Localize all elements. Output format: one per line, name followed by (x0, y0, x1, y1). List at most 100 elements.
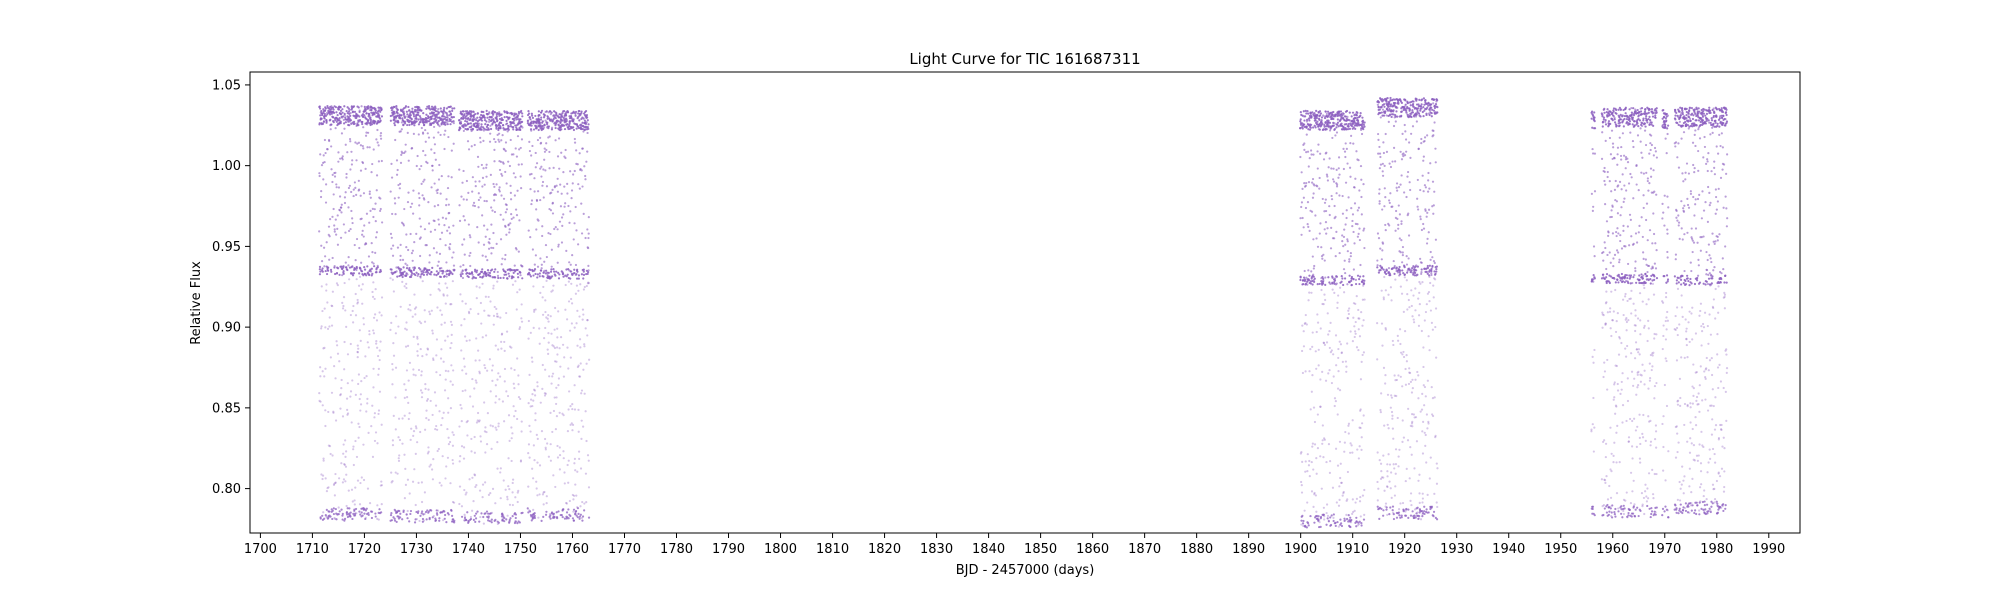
data-point (378, 311, 381, 314)
data-point (467, 191, 470, 194)
data-point (1352, 302, 1356, 305)
data-point (1388, 513, 1391, 516)
data-point (1392, 124, 1396, 128)
data-point (1417, 147, 1420, 150)
data-point (558, 411, 561, 414)
data-point (377, 112, 380, 115)
data-point (390, 511, 393, 515)
data-point (459, 403, 462, 407)
data-point (479, 136, 482, 139)
data-point (322, 108, 325, 111)
data-point (569, 423, 572, 426)
data-point (441, 272, 444, 275)
data-point (1376, 480, 1379, 484)
data-point (533, 190, 536, 193)
data-point (399, 516, 402, 519)
data-point (357, 422, 360, 425)
data-point (1413, 274, 1416, 277)
data-point (351, 110, 355, 113)
data-point (475, 285, 478, 288)
data-point (417, 192, 420, 195)
data-point (583, 509, 586, 512)
data-point (329, 452, 332, 456)
data-point (581, 308, 585, 311)
data-point (1350, 134, 1353, 137)
data-point (563, 356, 566, 359)
data-point (371, 251, 374, 254)
data-point (548, 207, 551, 211)
data-point (1393, 494, 1397, 497)
data-point (514, 176, 517, 179)
data-point (444, 369, 447, 372)
data-point (1412, 318, 1415, 321)
data-point (406, 396, 409, 399)
data-point (505, 518, 508, 521)
data-point (475, 381, 478, 384)
data-point (476, 112, 479, 115)
data-point (366, 271, 370, 274)
data-point (328, 258, 331, 261)
data-point (493, 199, 496, 202)
data-point (416, 335, 419, 338)
data-point (433, 151, 436, 155)
data-point (403, 396, 406, 399)
data-point (537, 516, 540, 519)
data-point (473, 474, 477, 477)
data-point (404, 105, 408, 108)
data-point (1354, 117, 1357, 120)
data-point (1399, 502, 1402, 505)
data-point (1312, 273, 1315, 276)
data-point (551, 275, 554, 278)
data-point (560, 241, 564, 244)
data-point (414, 452, 417, 456)
data-point (563, 471, 566, 474)
data-point (370, 267, 373, 270)
data-point (428, 310, 431, 313)
data-point (527, 110, 530, 113)
data-point (1407, 212, 1410, 215)
data-point (321, 477, 324, 481)
data-point (1415, 113, 1418, 116)
data-point (352, 445, 355, 448)
data-point (1305, 112, 1308, 115)
data-point (1321, 197, 1324, 201)
data-point (1387, 105, 1390, 108)
data-point (501, 400, 505, 403)
data-point (344, 191, 347, 194)
data-point (467, 122, 471, 125)
data-point (534, 254, 537, 257)
data-point (1410, 453, 1413, 456)
data-point (318, 174, 321, 178)
data-point (1394, 229, 1397, 232)
data-point (1412, 294, 1415, 297)
data-point (357, 284, 361, 287)
data-point (1405, 360, 1408, 363)
data-point (467, 275, 470, 279)
data-point (1299, 155, 1302, 159)
data-point (562, 213, 565, 216)
data-point (368, 192, 371, 196)
data-point (572, 118, 575, 121)
data-point (477, 126, 480, 129)
data-point (1317, 364, 1320, 367)
data-point (505, 208, 509, 211)
data-point (1315, 510, 1318, 513)
data-point (1300, 349, 1304, 353)
data-point (572, 238, 575, 241)
data-point (461, 113, 464, 116)
data-point (371, 272, 374, 275)
data-point (1408, 371, 1411, 374)
data-point (323, 307, 326, 310)
data-point (1323, 123, 1326, 127)
data-point (483, 116, 486, 120)
data-point (1328, 471, 1332, 474)
data-point (471, 405, 475, 408)
data-point (485, 443, 489, 446)
data-point (451, 431, 454, 434)
data-point (1320, 116, 1324, 119)
data-point (497, 422, 500, 425)
data-point (550, 290, 553, 293)
data-point (496, 315, 500, 318)
data-point (442, 112, 445, 116)
data-point (430, 105, 434, 108)
